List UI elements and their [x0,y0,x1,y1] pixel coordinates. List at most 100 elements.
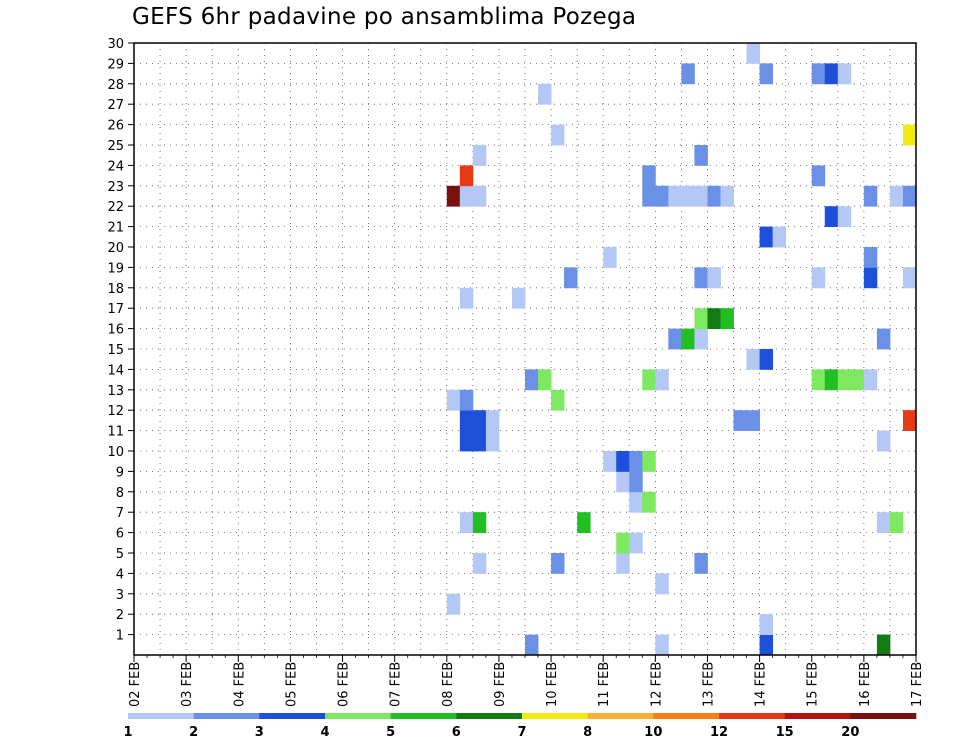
colorbar-label: 5 [386,725,395,740]
y-tick-label: 29 [107,57,124,72]
colorbar-swatch [325,713,391,719]
heatmap-cell [459,287,474,309]
y-tick-label: 25 [107,139,124,154]
heatmap-cell [837,369,852,391]
x-tick-label: 11 FEB [597,662,612,707]
heatmap-cell [459,165,474,187]
heatmap-cell [876,430,891,452]
y-tick-label: 19 [107,261,124,276]
x-tick-label: 17 FEB [910,662,925,707]
heatmap-cell [720,185,734,207]
heatmap-cell [655,634,669,656]
heatmap-cell [642,491,656,513]
colorbar-swatch [193,713,260,719]
heatmap-cell [720,308,734,329]
heatmap-cell [837,63,852,85]
y-tick-label: 23 [107,180,124,195]
y-tick-label: 3 [116,588,124,603]
colorbar-swatch [653,713,720,719]
y-tick-label: 22 [107,200,124,215]
heatmap-cell [876,512,891,533]
y-tick-label: 26 [107,119,124,134]
x-tick-label: 14 FEB [754,662,769,707]
heatmap-cell [733,410,747,431]
y-tick-label: 6 [116,527,124,542]
x-tick-label: 03 FEB [180,662,195,707]
heatmap-cell [538,369,552,391]
heatmap-cell [629,532,643,554]
heatmap-cell [668,328,682,350]
heatmap-cell [459,410,474,431]
heatmap-cell [707,185,721,207]
heatmap-cell [863,369,878,391]
heatmap-cell [746,43,760,64]
x-tick-label: 12 FEB [649,662,664,707]
colorbar-swatch [128,713,194,719]
heatmap-cell [694,553,708,574]
colorbar-swatch [390,713,457,719]
colorbar-label: 15 [776,725,794,740]
heatmap-cell [889,185,904,207]
heatmap-cell [811,165,826,187]
heatmap-cell [837,206,852,227]
heatmap-cell [746,410,760,431]
heatmap-cell [446,185,461,207]
y-tick-label: 21 [107,221,124,236]
heatmap-cell [485,430,500,452]
heatmap-cell [616,471,630,493]
colorbar-label: 6 [452,725,461,740]
x-tick-label: 02 FEB [128,662,143,707]
heatmap-cell [811,267,826,289]
colorbar-label: 2 [189,725,198,740]
y-tick-label: 18 [107,282,124,297]
heatmap-cell [472,553,487,574]
heatmap-cell [485,410,500,431]
colorbar-swatch [719,713,785,719]
heatmap-cell [551,124,565,146]
heatmap-cell [746,349,760,370]
chart-title: GEFS 6hr padavine po ansamblima Pozega [132,4,637,30]
heatmap-cell [876,634,891,656]
heatmap-cell [459,430,474,452]
x-tick-label: 04 FEB [232,662,247,707]
heatmap-cell [876,328,891,350]
y-tick-label: 7 [116,506,124,521]
heatmap-cell [577,512,591,533]
x-tick-label: 08 FEB [441,662,456,707]
heatmap-cell [694,308,708,329]
heatmap-cell [707,267,721,289]
heatmap-cell [772,226,787,248]
heatmap-cell [694,328,708,350]
x-tick-label: 10 FEB [545,662,560,707]
heatmap-cell [707,308,721,329]
heatmap-cell [629,471,643,493]
heatmap-cell [681,63,695,85]
heatmap-cell [902,267,917,289]
x-tick-label: 15 FEB [806,662,821,707]
heatmap-cell [459,389,474,411]
heatmap-cell [642,165,656,187]
heatmap-cell [850,369,865,391]
heatmap-cell [538,83,552,105]
y-tick-label: 12 [107,404,124,419]
y-tick-label: 15 [107,343,124,358]
colorbar-label: 7 [517,725,526,740]
y-tick-label: 14 [107,363,124,378]
heatmap-cell [525,634,539,656]
y-tick-label: 2 [116,608,124,623]
heatmap-cell [694,185,708,207]
heatmap-cell [472,145,487,166]
heatmap-cell [551,553,565,574]
heatmap-cell [655,573,669,595]
heatmap-cell [446,593,461,615]
colorbar-label: 20 [841,725,859,740]
y-tick-label: 28 [107,78,124,93]
heatmap-cell [824,63,839,85]
heatmap-cell [889,512,904,533]
colorbar-label: 12 [710,725,728,740]
heatmap-cell [902,185,917,207]
heatmap-cell [446,389,461,411]
heatmap-cell [629,491,643,513]
